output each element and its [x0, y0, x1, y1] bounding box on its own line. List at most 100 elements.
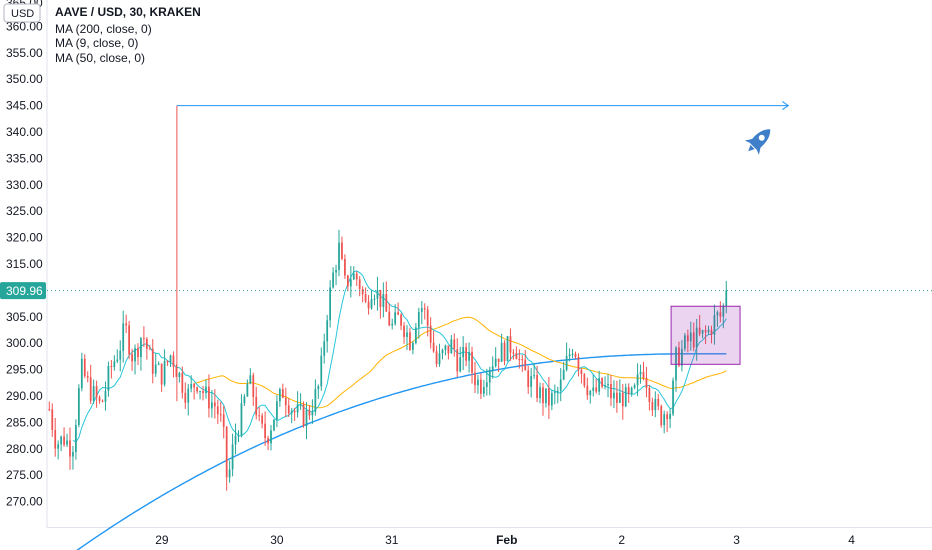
- candle-body: [110, 365, 113, 368]
- candle-body: [225, 426, 228, 478]
- candle-body: [219, 414, 222, 416]
- candle-body: [320, 355, 323, 387]
- currency-button[interactable]: USD: [3, 3, 41, 23]
- chart-legend: AAVE / USD, 30, KRAKEN MA (200, close, 0…: [55, 5, 201, 65]
- rectangle-drawing[interactable]: [670, 305, 741, 365]
- candle-body: [95, 386, 98, 398]
- candle-body: [302, 404, 305, 427]
- candle-body: [77, 388, 80, 426]
- candle-body: [438, 353, 441, 365]
- candle-body: [645, 378, 648, 389]
- candle-body: [456, 349, 459, 372]
- price-tick-label: 280.00: [6, 442, 43, 456]
- candle-body: [80, 358, 83, 389]
- indicator-ma200-label[interactable]: MA (200, close, 0): [55, 22, 152, 36]
- candle-body: [332, 272, 334, 288]
- candle-body: [98, 397, 101, 401]
- candle-body: [163, 360, 166, 385]
- price-tick-label: 305.00: [6, 310, 43, 324]
- candle-body: [672, 380, 674, 415]
- candle-body: [364, 294, 367, 302]
- candle-body: [373, 298, 376, 300]
- candle-body: [57, 444, 60, 449]
- candle-body: [548, 388, 550, 406]
- price-axis-pane[interactable]: [0, 0, 47, 528]
- candle-body: [169, 355, 172, 363]
- candle-body: [278, 389, 281, 402]
- price-tick-label: 325.00: [6, 204, 43, 218]
- candle-body: [403, 325, 405, 337]
- candle-body: [580, 369, 583, 375]
- candle-body: [51, 409, 54, 430]
- candle-body: [636, 374, 639, 386]
- candle-body: [417, 312, 420, 328]
- symbol-title[interactable]: AAVE / USD, 30, KRAKEN: [55, 5, 201, 19]
- candle-body: [722, 305, 725, 317]
- candle-body: [323, 341, 326, 356]
- candle-body: [104, 390, 107, 402]
- candle-body: [252, 375, 255, 397]
- candle-body: [154, 364, 157, 374]
- candle-body: [382, 294, 385, 308]
- candle-body: [447, 345, 450, 354]
- candle-body: [199, 391, 201, 393]
- price-tick-label: 285.00: [6, 415, 43, 429]
- candle-body: [453, 339, 456, 350]
- candle-body: [482, 387, 485, 394]
- candle-body: [604, 385, 606, 387]
- candle-body: [125, 323, 128, 326]
- candle-body: [450, 339, 453, 354]
- candle-body: [444, 345, 447, 350]
- candle-body: [550, 393, 553, 406]
- candle-body: [397, 312, 400, 315]
- candle-body: [660, 406, 663, 426]
- candle-body: [119, 350, 122, 360]
- candle-body: [509, 336, 512, 353]
- candle-body: [435, 351, 438, 365]
- candle-body: [719, 312, 722, 317]
- candle-body: [361, 289, 364, 295]
- candle-body: [222, 414, 225, 427]
- candle-body: [707, 329, 710, 333]
- candle-body: [190, 383, 193, 389]
- candle-body: [589, 390, 592, 396]
- candle-body: [539, 387, 541, 398]
- candle-body: [624, 387, 627, 407]
- candle-body: [379, 289, 382, 308]
- candle-body: [48, 409, 51, 411]
- price-axis-labels: 270.00 275.00 280.00 285.00 290.00 295.00 300.…: [6, 19, 43, 508]
- candle-body: [657, 398, 660, 407]
- rocket-icon[interactable]: [741, 122, 777, 158]
- candle-body: [346, 275, 349, 287]
- candle-body: [344, 258, 346, 276]
- candle-body: [234, 435, 237, 445]
- price-tick-label: 355.00: [6, 46, 43, 60]
- indicator-ma9-label[interactable]: MA (9, close, 0): [55, 36, 138, 50]
- candle-body: [542, 387, 544, 404]
- candle-body: [246, 383, 249, 397]
- price-tick-label: 320.00: [6, 231, 43, 245]
- price-tick-label: 275.00: [6, 468, 43, 482]
- candle-body: [281, 389, 284, 398]
- candle-body: [465, 347, 468, 361]
- time-tick-label: 3: [733, 533, 740, 547]
- candle-body: [423, 308, 426, 310]
- price-tick-label: 345.00: [6, 99, 43, 113]
- candle-body: [193, 383, 196, 388]
- candle-body: [586, 385, 589, 396]
- candle-body: [565, 356, 568, 370]
- candle-body: [92, 386, 95, 401]
- candle-body: [157, 363, 160, 365]
- candle-body: [290, 411, 293, 414]
- candle-body: [237, 435, 240, 437]
- candle-body: [710, 329, 713, 335]
- indicator-ma50-label[interactable]: MA (50, close, 0): [55, 51, 145, 65]
- candle-body: [305, 410, 308, 427]
- time-tick-label: 2: [618, 533, 625, 547]
- candle-body: [243, 396, 246, 404]
- candle-body: [524, 359, 527, 371]
- candle-body: [686, 335, 689, 342]
- drawing-layer: [176, 101, 790, 402]
- candle-body: [341, 242, 343, 259]
